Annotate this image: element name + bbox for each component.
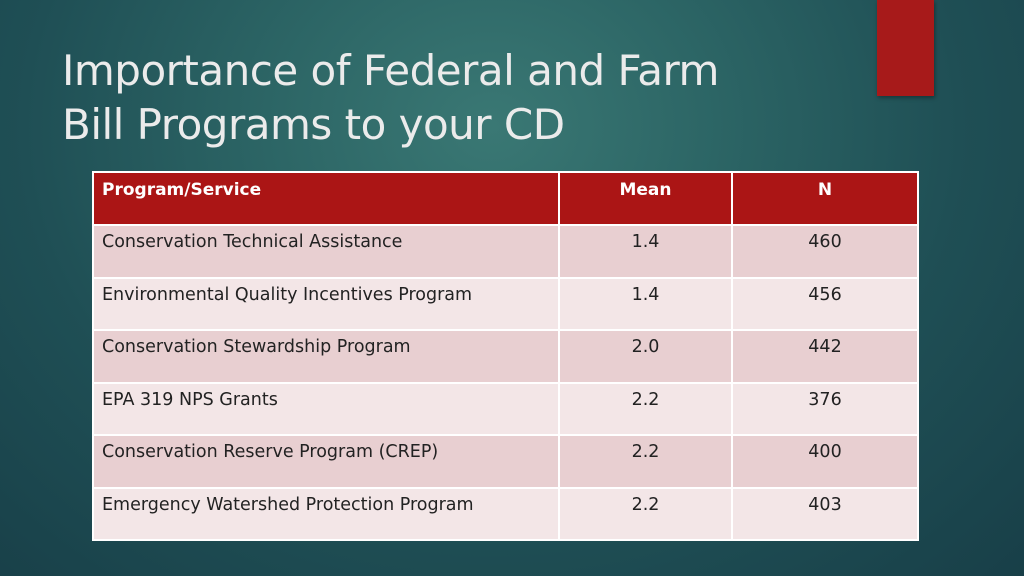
cell-mean: 2.2 — [558, 486, 733, 541]
cell-program: Conservation Stewardship Program — [92, 329, 560, 384]
slide-title-line-2: Bill Programs to your CD — [62, 100, 565, 149]
table-row: Environmental Quality Incentives Program… — [92, 276, 919, 331]
cell-mean: 1.4 — [558, 224, 733, 279]
slide-title-line-1: Importance of Federal and Farm — [62, 46, 719, 95]
cell-n: 442 — [731, 329, 919, 384]
slide-title: Importance of Federal and Farm Bill Prog… — [62, 44, 842, 152]
cell-n: 403 — [731, 486, 919, 541]
table-header-row: Program/Service Mean N — [92, 171, 919, 226]
cell-n: 400 — [731, 434, 919, 489]
cell-program: Emergency Watershed Protection Program — [92, 486, 560, 541]
cell-mean: 1.4 — [558, 276, 733, 331]
accent-bar — [877, 0, 934, 96]
cell-mean: 2.2 — [558, 434, 733, 489]
programs-table: Program/Service Mean N Conservation Tech… — [92, 171, 919, 541]
cell-mean: 2.2 — [558, 381, 733, 436]
table-row: Conservation Stewardship Program 2.0 442 — [92, 329, 919, 384]
header-program-service: Program/Service — [92, 171, 560, 226]
table-row: Emergency Watershed Protection Program 2… — [92, 486, 919, 541]
table-row: Conservation Reserve Program (CREP) 2.2 … — [92, 434, 919, 489]
header-n: N — [731, 171, 919, 226]
header-mean: Mean — [558, 171, 733, 226]
cell-program: Conservation Reserve Program (CREP) — [92, 434, 560, 489]
cell-n: 460 — [731, 224, 919, 279]
cell-program: Conservation Technical Assistance — [92, 224, 560, 279]
table-row: Conservation Technical Assistance 1.4 46… — [92, 224, 919, 279]
cell-program: Environmental Quality Incentives Program — [92, 276, 560, 331]
cell-n: 376 — [731, 381, 919, 436]
cell-n: 456 — [731, 276, 919, 331]
cell-mean: 2.0 — [558, 329, 733, 384]
cell-program: EPA 319 NPS Grants — [92, 381, 560, 436]
table-row: EPA 319 NPS Grants 2.2 376 — [92, 381, 919, 436]
